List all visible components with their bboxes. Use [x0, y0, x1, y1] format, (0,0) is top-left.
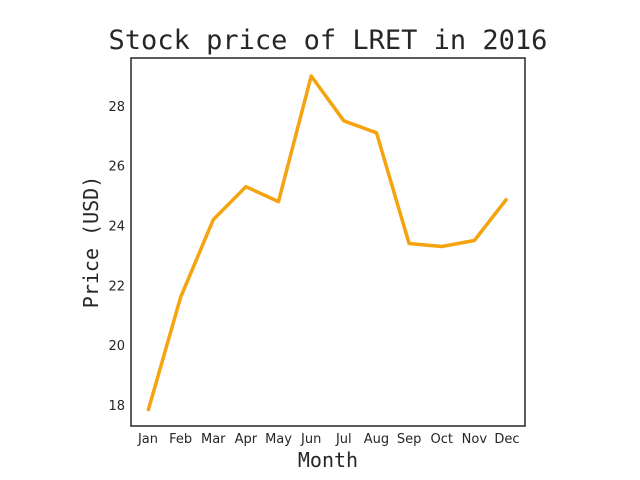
x-tick-label-may: May	[265, 432, 292, 447]
y-tick-label-28: 28	[108, 100, 125, 115]
x-tick-label-jul: Jul	[335, 432, 352, 447]
y-tick-label-22: 22	[108, 279, 125, 294]
x-tick-label-aug: Aug	[364, 432, 389, 447]
series-line-0	[146, 74, 509, 412]
x-axis-label: Month	[298, 448, 358, 472]
y-axis-label: Price (USD)	[79, 176, 103, 308]
x-tick-label-oct: Oct	[430, 432, 452, 447]
x-tick-label-dec: Dec	[494, 432, 519, 447]
x-tick-label-mar: Mar	[201, 432, 226, 447]
x-tick-label-apr: Apr	[235, 432, 258, 447]
x-tick-label-sep: Sep	[397, 432, 422, 447]
chart-title: Stock price of LRET in 2016	[109, 25, 548, 56]
y-tick-label-18: 18	[108, 399, 125, 414]
x-tick-label-nov: Nov	[462, 432, 488, 447]
x-tick-label-feb: Feb	[169, 432, 192, 447]
y-tick-label-20: 20	[108, 339, 125, 354]
y-tick-label-26: 26	[108, 160, 125, 175]
x-tick-label-jun: Jun	[300, 432, 321, 447]
y-tick-label-24: 24	[108, 220, 125, 235]
plot-frame	[130, 57, 526, 427]
x-tick-label-jan: Jan	[137, 432, 158, 447]
plot-area: Jan Feb Mar Apr May Jun Jul Aug Sep Oct Nov Dec 18 20…	[108, 74, 520, 447]
